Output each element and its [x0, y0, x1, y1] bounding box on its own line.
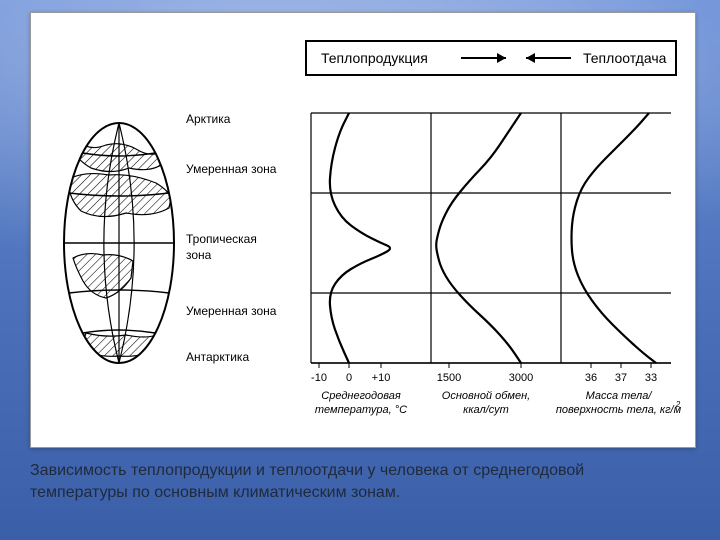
svg-text:Умеренная зона: Умеренная зона [186, 162, 277, 176]
svg-text:33: 33 [645, 372, 657, 384]
svg-text:1500: 1500 [437, 372, 461, 384]
svg-text:37: 37 [615, 372, 627, 384]
zone-labels: Арктика Умеренная зона Тропическая зона Умер… [186, 112, 277, 364]
caption-line1: Зависимость теплопродукции и теплоотдачи… [30, 462, 584, 479]
curves [330, 113, 656, 363]
chart-frame: Теплопродукция Теплоотдача Арктика Умерен… [30, 12, 696, 448]
axis-labels: -10 0 +10 Среднегодовая температура, °С 1500 3… [311, 363, 682, 416]
svg-text:+10: +10 [372, 372, 391, 384]
svg-text:Масса тела/: Масса тела/ [586, 390, 653, 402]
svg-text:Среднегодовая: Среднегодовая [321, 390, 401, 402]
svg-text:Тропическая: Тропическая [186, 232, 257, 246]
svg-text:0: 0 [346, 372, 352, 384]
svg-text:3000: 3000 [509, 372, 533, 384]
globe [64, 123, 174, 363]
caption-line2: температуры по основным климатическим зо… [30, 484, 400, 501]
svg-text:2: 2 [675, 400, 681, 409]
svg-text:Арктика: Арктика [186, 112, 231, 126]
svg-text:-10: -10 [311, 372, 327, 384]
svg-text:ккал/сут: ккал/сут [463, 404, 509, 416]
caption: Зависимость теплопродукции и теплоотдачи… [30, 460, 690, 503]
legend-left-label: Теплопродукция [321, 50, 428, 66]
svg-text:зона: зона [186, 248, 212, 262]
legend-arrows [461, 53, 571, 63]
slide-background: Теплопродукция Теплоотдача Арктика Умерен… [0, 0, 720, 540]
legend-box: Теплопродукция Теплоотдача [306, 41, 676, 75]
svg-text:Умеренная зона: Умеренная зона [186, 304, 277, 318]
legend-right-label: Теплоотдача [583, 50, 667, 66]
chart-svg: Теплопродукция Теплоотдача Арктика Умерен… [31, 13, 695, 447]
svg-text:Основной обмен,: Основной обмен, [442, 390, 530, 402]
svg-text:Антарктика: Антарктика [186, 350, 249, 364]
svg-text:36: 36 [585, 372, 597, 384]
svg-text:температура, °С: температура, °С [315, 404, 407, 416]
svg-text:поверхность тела, кг/м: поверхность тела, кг/м [556, 404, 682, 416]
